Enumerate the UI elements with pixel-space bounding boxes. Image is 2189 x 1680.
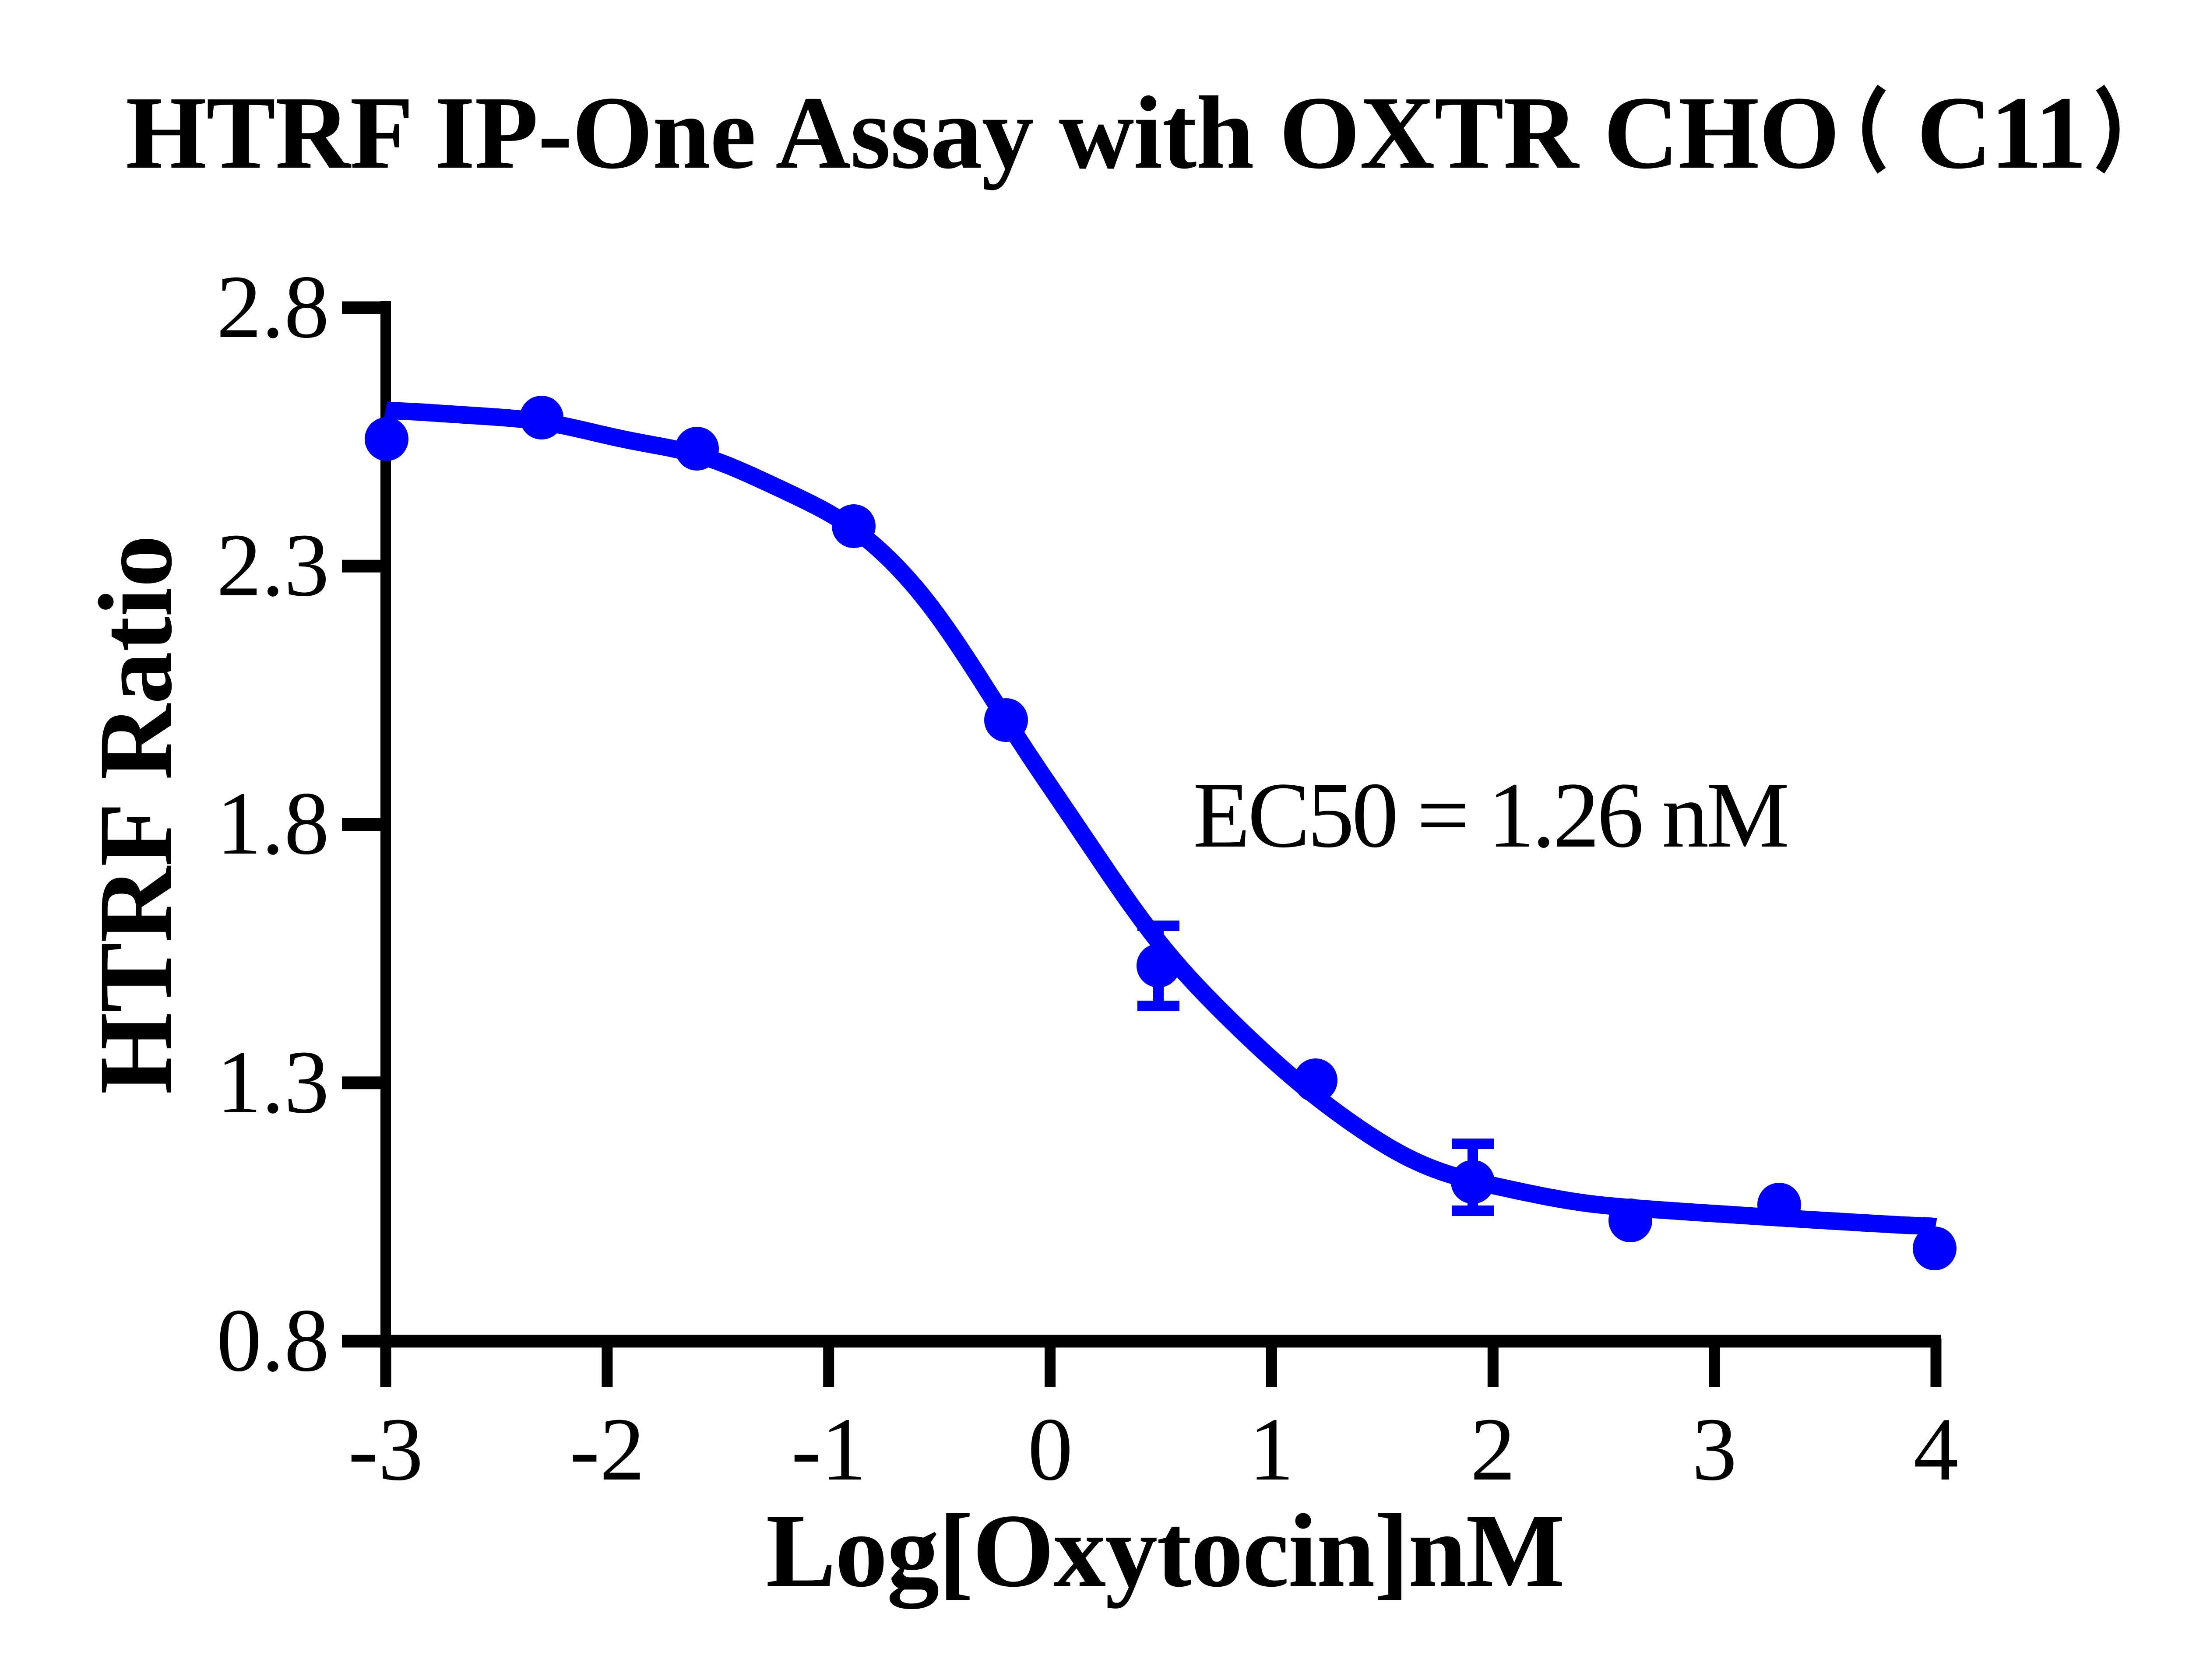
svg-text:2.8: 2.8	[217, 257, 330, 357]
svg-text:-1: -1	[791, 1399, 866, 1499]
svg-text:0: 0	[1028, 1399, 1073, 1499]
svg-text:1.8: 1.8	[217, 773, 330, 873]
svg-text:HTRF IP-One Assay with OXTR CH: HTRF IP-One Assay with OXTR CHO	[126, 75, 1839, 190]
svg-text:3: 3	[1692, 1399, 1737, 1499]
svg-text:-2: -2	[570, 1399, 645, 1499]
svg-text:1: 1	[1249, 1399, 1294, 1499]
svg-text:C11: C11	[1917, 75, 2085, 190]
svg-text:2: 2	[1471, 1399, 1516, 1499]
svg-text:-3: -3	[348, 1399, 423, 1499]
svg-text:4: 4	[1914, 1399, 1959, 1499]
svg-text:HTRF Ratio: HTRF Ratio	[77, 535, 194, 1094]
svg-text:1.3: 1.3	[217, 1032, 330, 1132]
svg-text:0.8: 0.8	[217, 1290, 330, 1390]
svg-text:2.3: 2.3	[217, 515, 330, 615]
svg-text:Log[Oxytocin]nM: Log[Oxytocin]nM	[766, 1492, 1564, 1609]
svg-text:EC50 = 1.26 nM: EC50 = 1.26 nM	[1193, 763, 1787, 867]
